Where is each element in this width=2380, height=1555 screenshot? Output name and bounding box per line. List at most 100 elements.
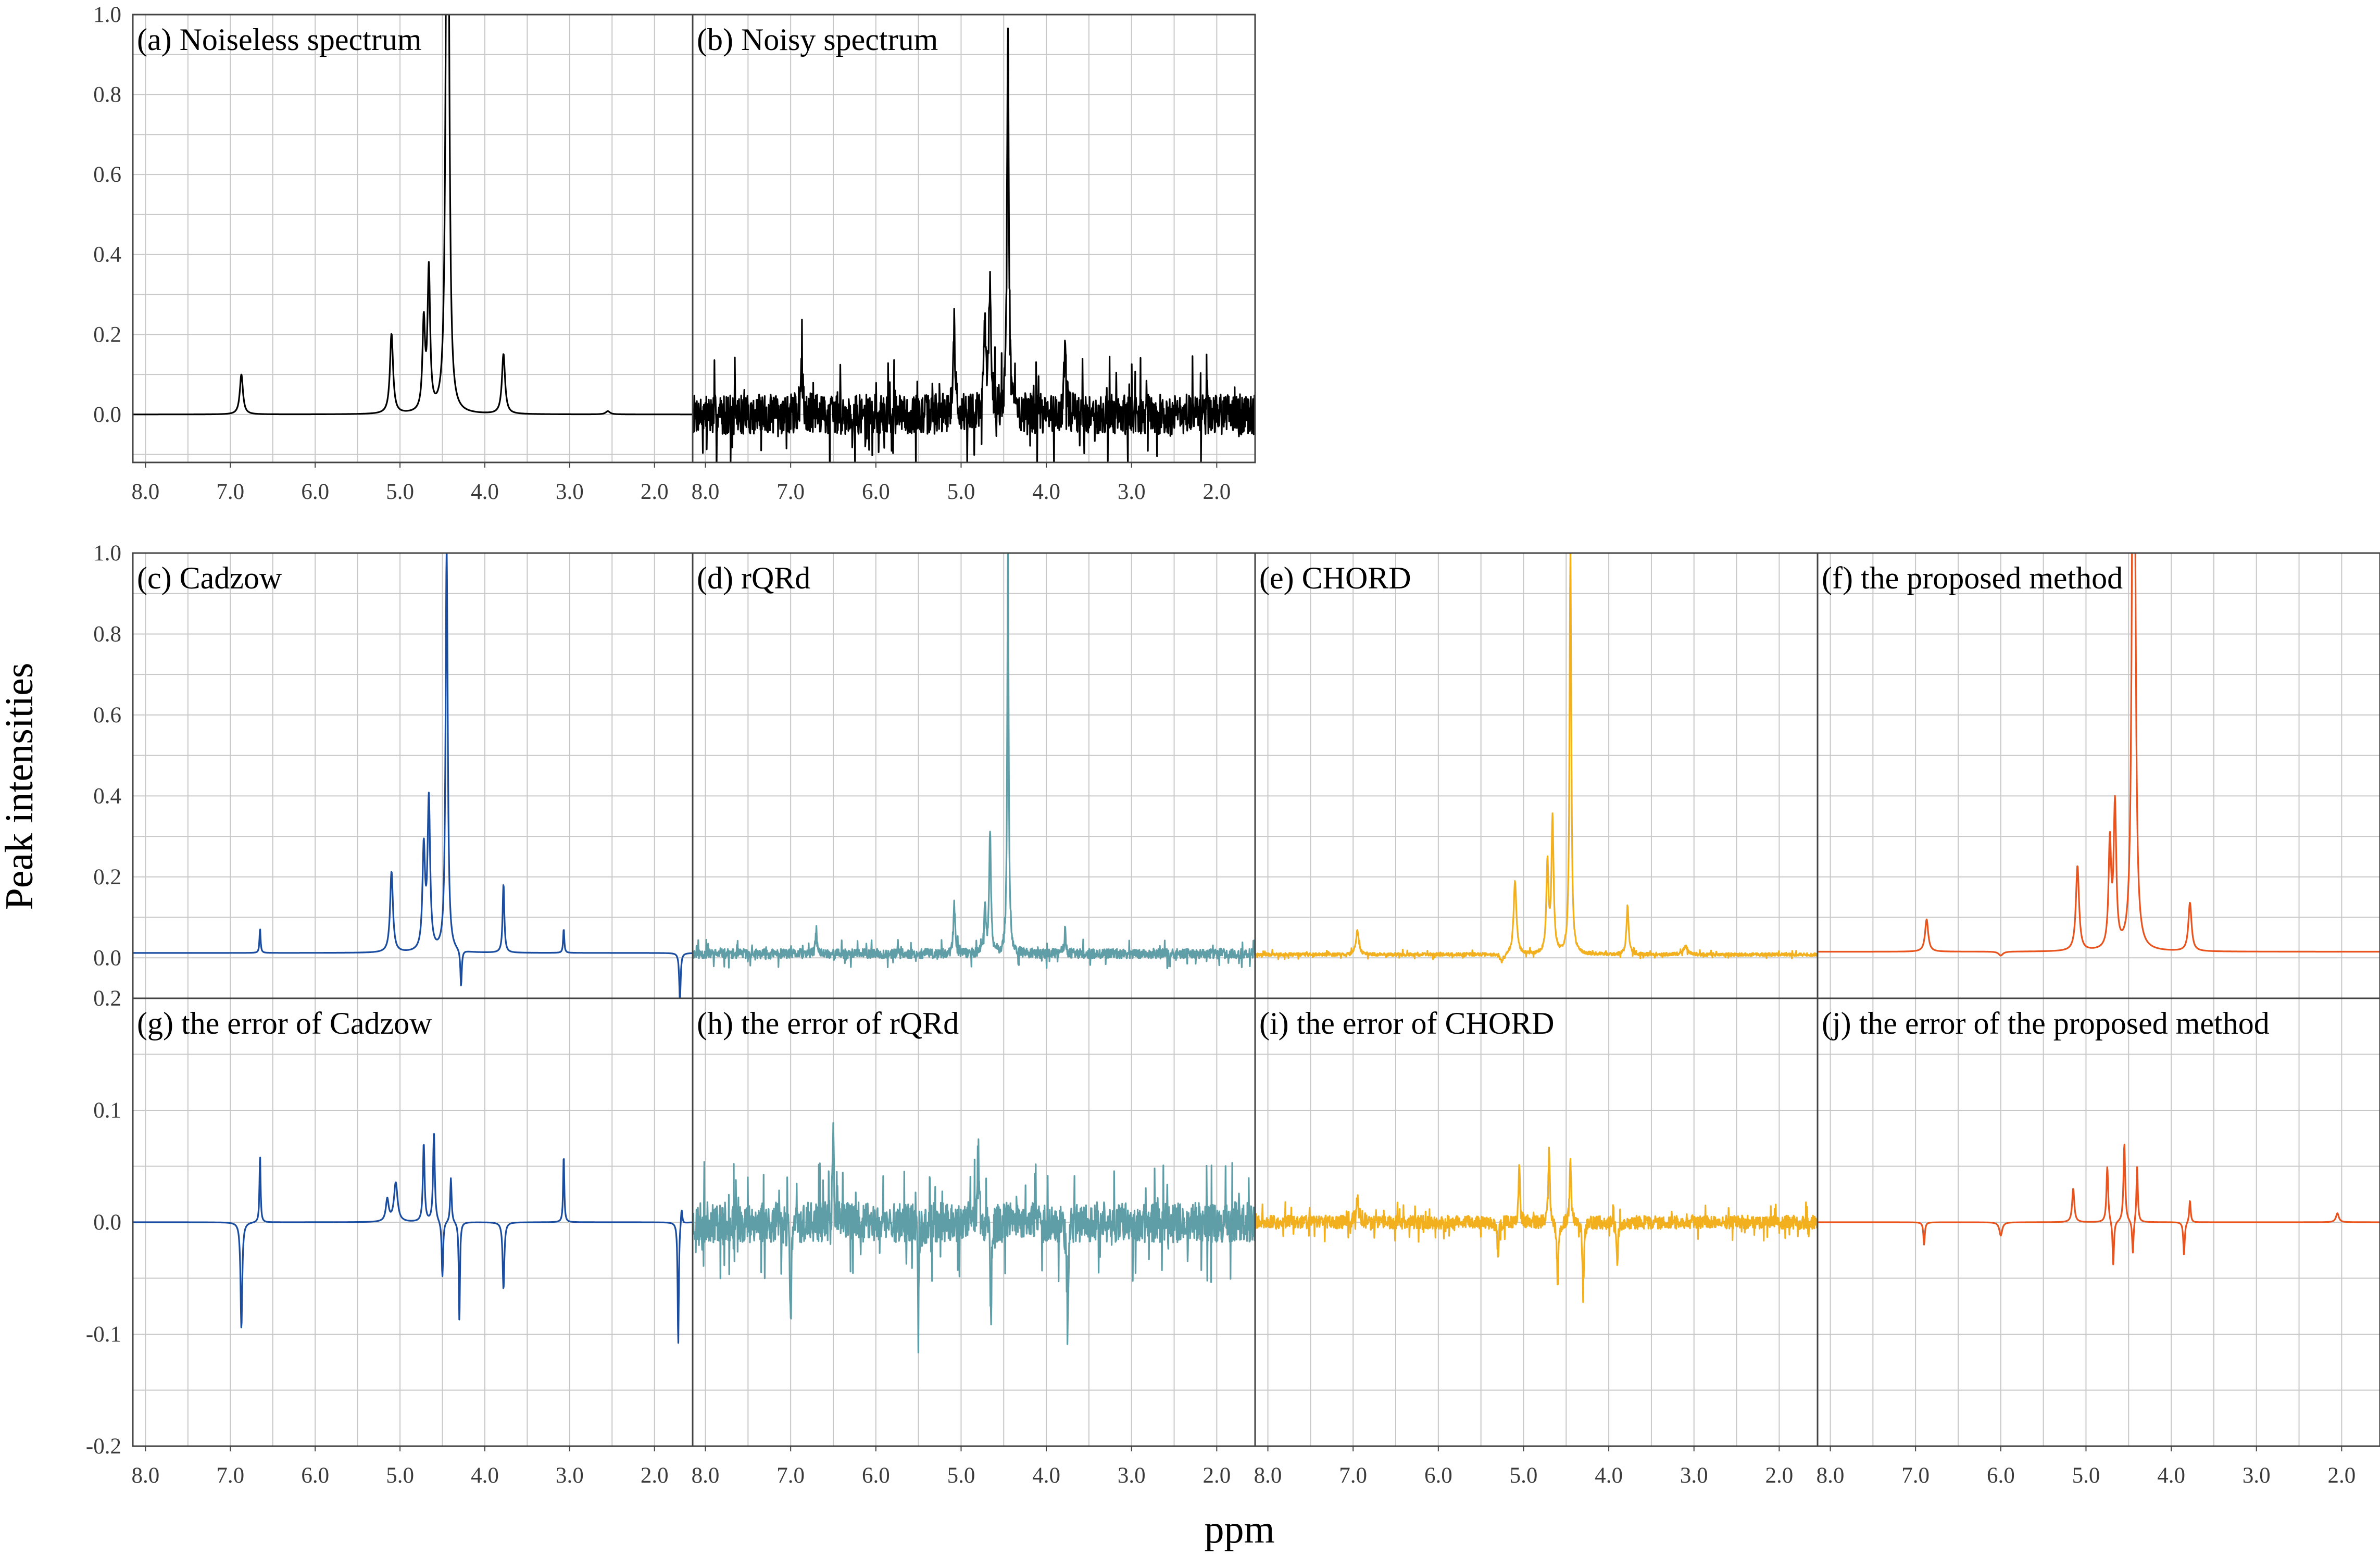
x-tick-label: 4.0	[471, 1463, 499, 1488]
y-tick-label: -0.2	[86, 1434, 121, 1459]
grid	[133, 553, 693, 998]
x-axis-title: ppm	[1204, 1508, 1274, 1551]
panel-h: 8.0 7.0 6.0 5.0 4.0 3.0 2.0 (h) the error of rQ…	[692, 997, 1256, 1488]
x-tick-label: 4.0	[1595, 1463, 1623, 1488]
panel-frame	[132, 14, 694, 463]
series-line-a-0	[133, 15, 693, 416]
y-tick-label: 0.2	[93, 986, 121, 1011]
grid	[693, 15, 1255, 462]
x-tick-label: 7.0	[1901, 1463, 1930, 1488]
x-tick-label: 8.0	[132, 480, 160, 504]
y-tick-label: 0.6	[93, 703, 121, 728]
x-tick-label: 8.0	[692, 480, 720, 504]
x-tick-label: 4.0	[2157, 1463, 2185, 1488]
series-line-f-0	[1818, 553, 2380, 957]
y-tick-label: 0.2	[93, 322, 121, 347]
x-tick-label: 4.0	[471, 480, 499, 504]
y-tick-label: 0.1	[93, 1098, 121, 1123]
x-tick-label: 2.0	[1202, 480, 1231, 504]
x-tick-label: 3.0	[1118, 1463, 1146, 1488]
grid	[1255, 553, 1818, 998]
panel-title: (g) the error of Cadzow	[137, 1006, 432, 1040]
series-line-i-0	[1255, 1146, 1818, 1303]
panel-title: (j) the error of the proposed method	[1822, 1006, 2270, 1040]
panel-title: (i) the error of CHORD	[1259, 1006, 1555, 1040]
series-line-c-0	[133, 553, 693, 998]
x-tick-label: 2.0	[641, 480, 669, 504]
panel-d: (d) rQRd	[692, 552, 1256, 999]
x-tick-label: 3.0	[556, 480, 584, 504]
x-tick-label: 2.0	[2327, 1463, 2356, 1488]
panel-e: (e) CHORD	[1254, 552, 1819, 999]
x-tick-label: 6.0	[1987, 1463, 2015, 1488]
panel-title: (c) Cadzow	[137, 561, 282, 595]
panel-frame	[1817, 997, 2380, 1447]
panel-c: 1.0 0.8 0.6 0.4 0.2 0.0 (c) Cadzow	[93, 541, 694, 999]
y-axis-title: Peak intensities	[0, 663, 41, 910]
x-tick-label: 7.0	[776, 480, 805, 504]
y-tick-label: -0.1	[86, 1322, 121, 1347]
x-tick-label: 7.0	[216, 480, 244, 504]
y-tick-label: 0.6	[93, 162, 121, 187]
panels-group: 8.0 7.0 6.0 5.0 4.0 3.0 2.0 1.0 0.8 0.6 0.4 0.2 0.0 (…	[86, 3, 2380, 1488]
x-tick-label: 8.0	[132, 1463, 160, 1488]
series-line-h-0	[693, 1122, 1255, 1353]
x-tick-label: 4.0	[1032, 480, 1060, 504]
series-line-j-0	[1818, 1144, 2380, 1265]
series-line-b-0	[693, 28, 1255, 462]
panel-frame	[1817, 552, 2380, 999]
x-tick-label: 6.0	[301, 1463, 329, 1488]
x-tick-label: 8.0	[692, 1463, 720, 1488]
x-tick-label: 6.0	[1424, 1463, 1452, 1488]
x-tick-label: 3.0	[1680, 1463, 1708, 1488]
panel-frame	[1254, 552, 1819, 999]
panel-title: (f) the proposed method	[1822, 561, 2123, 595]
x-tick-label: 8.0	[1817, 1463, 1845, 1488]
panel-title: (h) the error of rQRd	[697, 1006, 959, 1040]
y-tick-label: 1.0	[93, 3, 121, 27]
x-tick-label: 7.0	[1339, 1463, 1367, 1488]
y-tick-label: 0.2	[93, 865, 121, 889]
y-tick-label: 0.8	[93, 83, 121, 107]
x-tick-label: 8.0	[1254, 1463, 1282, 1488]
y-tick-label: 0.8	[93, 622, 121, 646]
x-tick-label: 6.0	[301, 480, 329, 504]
series-line-g-0	[133, 1133, 693, 1344]
x-tick-label: 5.0	[947, 480, 975, 504]
panel-f: (f) the proposed method	[1817, 552, 2380, 999]
grid	[693, 553, 1255, 998]
x-tick-label: 3.0	[1118, 480, 1146, 504]
series-line-e-0	[1255, 553, 1818, 963]
x-tick-label: 2.0	[1202, 1463, 1231, 1488]
y-tick-label: 0.4	[93, 784, 121, 808]
x-tick-label: 5.0	[386, 1463, 414, 1488]
y-tick-label: 0.4	[93, 243, 121, 267]
panel-b: 8.0 7.0 6.0 5.0 4.0 3.0 2.0 (b) Noisy spectrum	[692, 14, 1256, 504]
x-tick-label: 7.0	[776, 1463, 805, 1488]
y-tick-label: 0.0	[93, 946, 121, 970]
x-tick-label: 5.0	[947, 1463, 975, 1488]
panel-title: (e) CHORD	[1259, 561, 1411, 595]
grid	[1818, 553, 2380, 998]
grid	[133, 15, 693, 462]
x-tick-label: 7.0	[216, 1463, 244, 1488]
panel-frame	[692, 14, 1256, 463]
x-tick-label: 2.0	[1765, 1463, 1793, 1488]
y-tick-label: 1.0	[93, 541, 121, 566]
panel-title: (a) Noiseless spectrum	[137, 22, 422, 57]
x-tick-label: 4.0	[1032, 1463, 1060, 1488]
x-tick-label: 2.0	[641, 1463, 669, 1488]
panel-title: (d) rQRd	[697, 561, 810, 595]
x-tick-label: 3.0	[556, 1463, 584, 1488]
x-tick-label: 6.0	[862, 480, 890, 504]
series-line-d-0	[693, 553, 1255, 969]
panel-frame	[692, 552, 1256, 999]
panel-a: 8.0 7.0 6.0 5.0 4.0 3.0 2.0 1.0 0.8 0.6 0.4 0.2 0.0 (…	[93, 3, 694, 504]
x-tick-label: 6.0	[862, 1463, 890, 1488]
x-tick-label: 5.0	[2072, 1463, 2100, 1488]
panel-g: 8.0 7.0 6.0 5.0 4.0 3.0 2.0 0.2 0.1 0.0 -0.1 -0.2 (g…	[86, 986, 694, 1488]
x-tick-label: 3.0	[2243, 1463, 2271, 1488]
x-tick-label: 5.0	[1510, 1463, 1538, 1488]
y-tick-label: 0.0	[93, 403, 121, 427]
